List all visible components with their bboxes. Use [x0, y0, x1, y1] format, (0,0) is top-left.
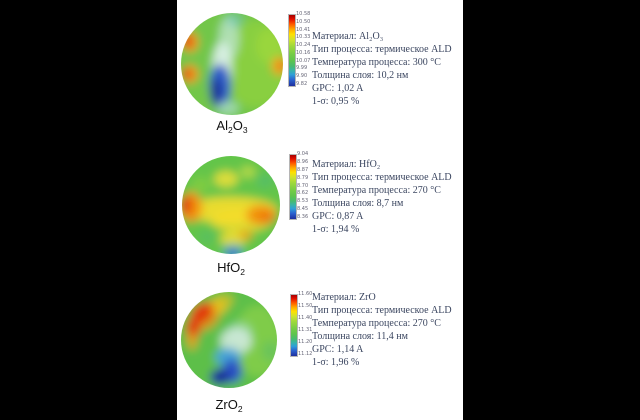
label-text: HfO: [217, 260, 241, 275]
info-line-process-type: Тип процесса: термическое ALD: [312, 44, 452, 55]
info-line-process-type: Тип процесса: термическое ALD: [312, 172, 452, 183]
colorbar-tick: 10.33: [296, 34, 311, 41]
wafer-map-hfo2: [182, 156, 280, 254]
info-line-process-type: Тип процесса: термическое ALD: [312, 305, 452, 316]
info-line-thickness: Толщина слоя: 8,7 нм: [312, 198, 404, 209]
info-line-sigma: 1-σ: 1,94 %: [312, 224, 360, 235]
wafer-label-al2o3: Al2O3: [180, 118, 284, 135]
colorbar-tick: 10.07: [296, 57, 311, 64]
figure-panel: 10.58 10.50 10.41 10.33 10.24 10.16 10.0…: [177, 0, 463, 420]
wafer-label-hfo2: HfO2: [181, 260, 281, 277]
colorbar-tick: 8.36: [297, 214, 309, 220]
colorbar-tick: 9.90: [296, 73, 308, 80]
wafer-label-zro2: ZrO2: [180, 397, 278, 414]
colorbar-tick: 8.45: [297, 206, 309, 213]
colorbar-tick: 11.31: [298, 327, 313, 333]
label-text: O: [232, 118, 243, 133]
colorbar-tick: 10.41: [296, 26, 311, 33]
colorbar-tick: 9.99: [296, 65, 308, 72]
colorbar-zro2: [290, 294, 298, 357]
colorbar-ticks-zro2: 11.60 11.50 11.40 11.31 11.20 11.12: [298, 292, 312, 357]
colorbar-tick: 8.62: [297, 190, 309, 197]
info-block-hfo2: Материал: HfO₂ Тип процесса: термическое…: [312, 158, 472, 236]
colorbar-tick: 8.87: [297, 166, 309, 173]
colorbar-hfo2: [289, 154, 297, 220]
colorbar-tick: 8.79: [297, 174, 309, 181]
info-block-al2o3: Материал: Al₂O₃ Тип процесса: термическо…: [312, 30, 472, 108]
colorbar-tick: 10.24: [296, 42, 311, 49]
label-subscript: 2: [227, 125, 233, 135]
colorbar-al2o3: [288, 14, 296, 87]
colorbar-tick: 11.60: [298, 291, 313, 297]
info-line-sigma: 1-σ: 1,96 %: [312, 357, 360, 368]
label-subscript: 2: [240, 267, 245, 277]
colorbar-tick: 11.50: [298, 303, 313, 309]
wafer-map-zro2: [181, 292, 277, 388]
info-line-temperature: Температура процесса: 300 °C: [312, 57, 441, 68]
info-block-zro2: Материал: ZrO Тип процесса: термическое …: [312, 291, 472, 369]
info-line-gpc: GPC: 1,14 A: [312, 344, 364, 355]
info-line-material: Материал: HfO₂: [312, 159, 381, 170]
colorbar-tick: 8.53: [297, 198, 309, 205]
colorbar-tick: 9.04: [297, 151, 309, 157]
label-text: ZrO: [215, 397, 238, 412]
label-subscript: 2: [237, 404, 243, 414]
info-line-sigma: 1-σ: 0,95 %: [312, 96, 360, 107]
colorbar-tick: 11.40: [298, 315, 313, 321]
colorbar-tick: 9.82: [296, 80, 308, 87]
colorbar-tick: 11.20: [298, 339, 313, 345]
colorbar-tick: 8.70: [297, 182, 309, 189]
colorbar-tick: 8.96: [297, 158, 309, 165]
info-line-material: Материал: Al₂O₃: [312, 31, 384, 42]
info-line-material: Материал: ZrO: [312, 292, 376, 303]
info-line-temperature: Температура процесса: 270 °C: [312, 318, 441, 329]
info-line-gpc: GPC: 1,02 A: [312, 83, 364, 94]
wafer-map-al2o3: [181, 13, 283, 115]
info-line-temperature: Температура процесса: 270 °C: [312, 185, 441, 196]
colorbar-ticks-al2o3: 10.58 10.50 10.41 10.33 10.24 10.16 10.0…: [296, 12, 310, 87]
colorbar-tick: 11.12: [298, 351, 313, 357]
colorbar-tick: 10.58: [296, 11, 311, 17]
info-line-gpc: GPC: 0,87 A: [312, 211, 364, 222]
colorbar-ticks-hfo2: 9.04 8.96 8.87 8.79 8.70 8.62 8.53 8.45 …: [297, 152, 308, 220]
colorbar-tick: 10.50: [296, 18, 311, 25]
info-line-thickness: Толщина слоя: 10,2 нм: [312, 70, 409, 81]
info-line-thickness: Толщина слоя: 11,4 нм: [312, 331, 408, 342]
label-subscript: 3: [242, 125, 248, 135]
label-text: Al: [216, 118, 228, 133]
colorbar-tick: 10.16: [296, 49, 311, 56]
